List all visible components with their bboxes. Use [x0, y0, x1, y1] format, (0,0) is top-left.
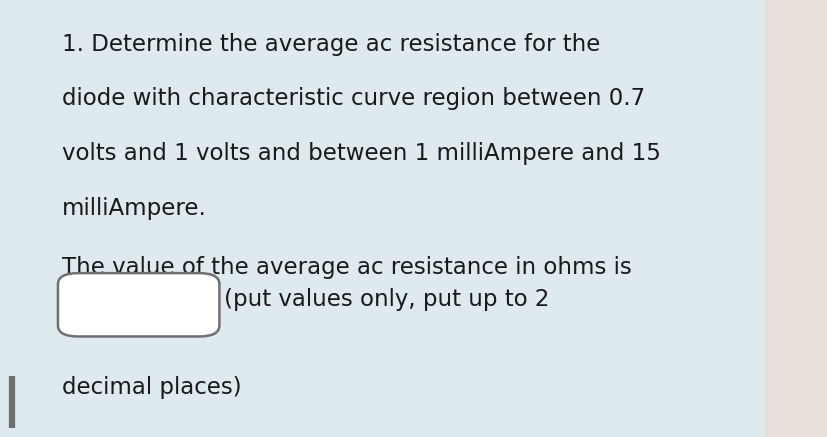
Text: volts and 1 volts and between 1 milliAmpere and 15: volts and 1 volts and between 1 milliAmp…	[62, 142, 660, 165]
Text: (put values only, put up to 2: (put values only, put up to 2	[223, 288, 548, 312]
Text: diode with characteristic curve region between 0.7: diode with characteristic curve region b…	[62, 87, 644, 111]
Text: The value of the average ac resistance in ohms is: The value of the average ac resistance i…	[62, 256, 631, 279]
Bar	[764, 0, 827, 437]
Text: 1. Determine the average ac resistance for the: 1. Determine the average ac resistance f…	[62, 33, 600, 56]
Text: milliAmpere.: milliAmpere.	[62, 197, 207, 220]
FancyBboxPatch shape	[58, 273, 219, 336]
Text: decimal places): decimal places)	[62, 376, 241, 399]
